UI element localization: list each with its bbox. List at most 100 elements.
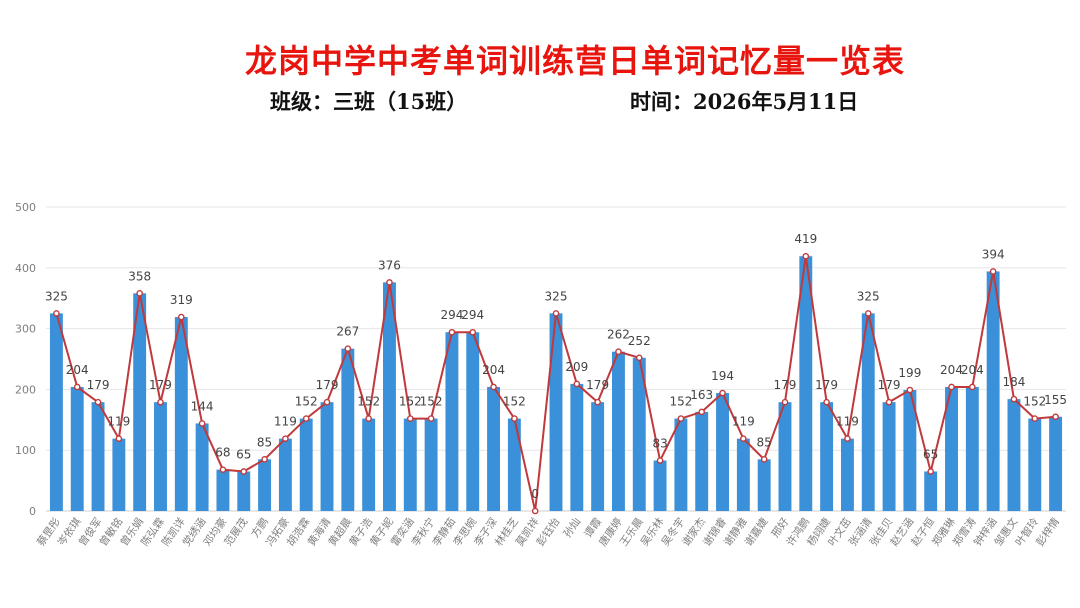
bar xyxy=(591,402,605,511)
line-point xyxy=(94,398,102,406)
data-label: 119 xyxy=(732,415,755,429)
line-point xyxy=(552,310,560,317)
line-point xyxy=(240,468,248,475)
bar xyxy=(695,411,709,511)
line-point xyxy=(802,252,810,260)
bar xyxy=(445,332,459,511)
line-point xyxy=(698,408,706,416)
data-label: 376 xyxy=(378,258,401,272)
data-label: 152 xyxy=(503,395,526,409)
x-tick-label: 范展茂 xyxy=(221,515,250,549)
data-label: 65 xyxy=(923,447,938,461)
bar xyxy=(820,402,834,511)
bar xyxy=(1028,418,1042,511)
bar xyxy=(611,351,625,511)
bar xyxy=(487,386,501,511)
bar xyxy=(195,423,209,511)
bar xyxy=(570,383,584,511)
bar xyxy=(861,313,875,511)
line-point xyxy=(490,383,497,391)
line-point xyxy=(448,328,456,336)
y-tick-label: 300 xyxy=(15,323,36,336)
chart-title: 龙岗中学中考单词训练营日单词记忆量一览表 xyxy=(244,42,905,80)
bar xyxy=(341,348,355,511)
line-point xyxy=(219,466,227,473)
bar xyxy=(549,313,563,511)
data-label: 119 xyxy=(107,415,130,429)
bar xyxy=(653,460,667,511)
bar xyxy=(258,459,272,511)
data-label: 325 xyxy=(45,289,68,303)
line-point xyxy=(386,279,393,286)
line-point xyxy=(1010,395,1018,403)
bar xyxy=(1049,416,1063,511)
data-label: 204 xyxy=(482,363,505,377)
data-label: 152 xyxy=(399,395,422,409)
data-label: 325 xyxy=(545,289,568,303)
bar xyxy=(1007,399,1021,511)
line-point xyxy=(406,415,414,422)
bar xyxy=(237,471,251,511)
line-point xyxy=(1052,413,1059,421)
line-point xyxy=(635,354,643,362)
data-label: 325 xyxy=(857,289,880,303)
x-tick-label: 彭梓情 xyxy=(1033,515,1062,549)
class-label: 班级：三班（15班） xyxy=(270,89,468,114)
bar xyxy=(299,418,313,511)
bar xyxy=(70,386,84,511)
line-point xyxy=(969,383,976,391)
bar xyxy=(882,402,896,511)
data-label: 267 xyxy=(336,325,359,339)
data-label: 179 xyxy=(87,378,110,392)
bar xyxy=(757,459,771,511)
data-label: 319 xyxy=(170,293,193,307)
data-label: 358 xyxy=(128,269,151,283)
bar xyxy=(154,402,167,511)
line-point xyxy=(948,383,955,391)
line-point xyxy=(73,383,81,391)
line-point xyxy=(740,435,747,442)
bar xyxy=(383,282,396,511)
bar xyxy=(903,390,917,511)
y-tick-label: 500 xyxy=(15,201,36,214)
data-label: 119 xyxy=(274,415,297,429)
line-point xyxy=(469,328,477,336)
line-point xyxy=(594,398,601,406)
y-tick-label: 200 xyxy=(15,383,36,396)
bar xyxy=(133,293,147,511)
line-point xyxy=(282,435,289,442)
bar xyxy=(674,418,688,511)
data-label: 179 xyxy=(774,378,797,392)
bar xyxy=(49,313,63,511)
data-label: 144 xyxy=(191,399,214,413)
data-label: 179 xyxy=(316,378,339,392)
y-axis-ticks: 0 100 200 300 400 500 xyxy=(15,201,36,518)
data-label: 184 xyxy=(1003,375,1026,389)
data-label: 152 xyxy=(295,395,318,409)
bar xyxy=(216,469,230,511)
data-label: 83 xyxy=(652,437,667,451)
line-point xyxy=(573,380,581,388)
trend-line xyxy=(53,252,1059,515)
x-tick-label: 孙灿 xyxy=(561,515,584,540)
data-label: 179 xyxy=(815,378,838,392)
bar xyxy=(716,393,729,511)
line-point xyxy=(989,268,997,275)
data-label: 394 xyxy=(982,247,1005,261)
bar xyxy=(278,438,292,511)
data-label: 199 xyxy=(898,366,921,380)
line-point xyxy=(365,415,372,422)
line-point xyxy=(864,310,872,317)
data-label: 65 xyxy=(236,447,251,461)
line-point xyxy=(719,389,726,397)
data-label: 262 xyxy=(607,328,630,342)
line-point xyxy=(885,398,893,406)
line-point xyxy=(760,456,768,463)
line-point xyxy=(178,313,185,321)
data-label: 163 xyxy=(690,388,713,402)
line-point xyxy=(1031,415,1039,422)
bar xyxy=(924,471,938,511)
data-label: 204 xyxy=(940,363,963,377)
